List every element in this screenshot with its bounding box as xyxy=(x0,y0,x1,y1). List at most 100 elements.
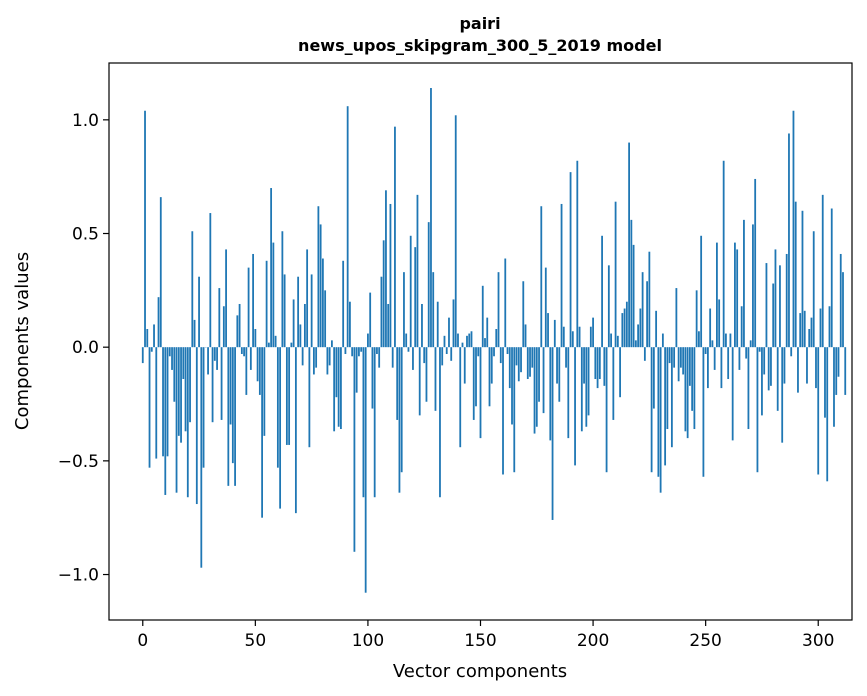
bar-132 xyxy=(439,347,441,498)
bar-234 xyxy=(668,347,671,364)
bar-243 xyxy=(688,347,691,386)
bar-257 xyxy=(720,347,723,389)
bar-185 xyxy=(558,347,561,402)
bar-124 xyxy=(421,303,423,348)
bar-184 xyxy=(556,347,558,384)
bar-33 xyxy=(216,347,218,370)
bar-105 xyxy=(378,347,381,368)
bar-166 xyxy=(515,347,518,366)
bar-77 xyxy=(315,347,318,368)
bar-263 xyxy=(734,242,736,348)
bar-69 xyxy=(297,276,300,348)
bar-55 xyxy=(265,260,268,348)
bar-259 xyxy=(725,333,727,348)
bar-238 xyxy=(677,347,680,382)
bar-125 xyxy=(423,347,426,364)
bar-119 xyxy=(409,235,412,348)
bar-21 xyxy=(189,347,191,423)
bar-134 xyxy=(443,335,446,348)
bar-137 xyxy=(450,347,453,361)
bar-220 xyxy=(637,324,640,348)
bar-20 xyxy=(186,347,189,498)
bar-76 xyxy=(312,347,315,375)
bar-11 xyxy=(166,347,169,457)
bar-59 xyxy=(274,335,277,348)
bar-90 xyxy=(344,347,347,354)
bar-205 xyxy=(603,347,606,386)
bar-201 xyxy=(594,347,597,380)
y-tick-label: 0.5 xyxy=(72,225,99,245)
bar-242 xyxy=(686,347,689,439)
bar-0 xyxy=(141,347,144,364)
bar-305 xyxy=(828,306,831,348)
bar-173 xyxy=(531,347,534,368)
bar-111 xyxy=(391,347,394,368)
bar-67 xyxy=(292,299,295,348)
bar-41 xyxy=(234,347,236,486)
bar-308 xyxy=(835,347,838,395)
bar-181 xyxy=(549,347,552,441)
bar-60 xyxy=(276,347,279,468)
bar-159 xyxy=(499,347,502,364)
bar-144 xyxy=(466,335,468,348)
bar-171 xyxy=(526,347,529,380)
bar-99 xyxy=(364,347,367,593)
bar-297 xyxy=(810,317,813,348)
x-tick-label: 200 xyxy=(577,631,609,651)
bar-100 xyxy=(367,333,369,348)
bar-206 xyxy=(605,347,608,473)
bar-251 xyxy=(707,347,709,389)
bar-91 xyxy=(346,106,349,348)
bar-187 xyxy=(562,326,565,348)
bar-262 xyxy=(731,347,734,441)
bar-215 xyxy=(625,301,628,348)
bar-214 xyxy=(623,308,626,348)
bar-44 xyxy=(240,347,243,354)
bar-265 xyxy=(738,347,741,370)
bar-128 xyxy=(430,88,432,348)
bar-158 xyxy=(497,272,500,348)
bar-293 xyxy=(801,210,804,348)
bar-150 xyxy=(479,347,482,439)
x-tick-label: 0 xyxy=(137,631,148,651)
bar-71 xyxy=(301,347,304,366)
x-tick-label: 300 xyxy=(802,631,834,651)
bar-231 xyxy=(661,333,664,348)
bar-175 xyxy=(535,347,538,427)
bar-192 xyxy=(574,347,576,466)
bar-179 xyxy=(544,267,547,348)
bar-29 xyxy=(207,347,209,375)
bar-164 xyxy=(511,347,513,425)
bar-266 xyxy=(740,306,743,348)
bar-114 xyxy=(398,347,401,493)
bar-19 xyxy=(184,347,187,432)
bar-112 xyxy=(394,126,396,348)
bar-167 xyxy=(517,347,520,382)
y-tick-label: 1.0 xyxy=(72,111,99,131)
bar-303 xyxy=(824,347,826,418)
bar-252 xyxy=(709,308,712,348)
bar-224 xyxy=(646,281,649,348)
bar-229 xyxy=(657,347,660,477)
bar-295 xyxy=(806,347,808,384)
bar-53 xyxy=(261,347,263,518)
bar-307 xyxy=(833,347,835,427)
bar-68 xyxy=(294,347,297,514)
bar-241 xyxy=(684,347,687,432)
bar-2 xyxy=(146,329,149,348)
bar-8 xyxy=(159,197,162,348)
bar-49 xyxy=(252,253,254,348)
bar-12 xyxy=(168,347,171,357)
plot-frame xyxy=(108,62,853,621)
y-tick-label: −1.0 xyxy=(58,566,99,586)
bar-268 xyxy=(745,347,748,359)
bar-283 xyxy=(779,265,781,348)
bar-23 xyxy=(193,319,196,348)
bar-246 xyxy=(695,290,698,348)
bar-83 xyxy=(328,347,331,366)
bar-193 xyxy=(576,160,579,348)
bar-275 xyxy=(761,347,763,416)
bar-290 xyxy=(794,201,797,348)
bar-248 xyxy=(700,235,703,348)
bar-121 xyxy=(414,247,417,348)
